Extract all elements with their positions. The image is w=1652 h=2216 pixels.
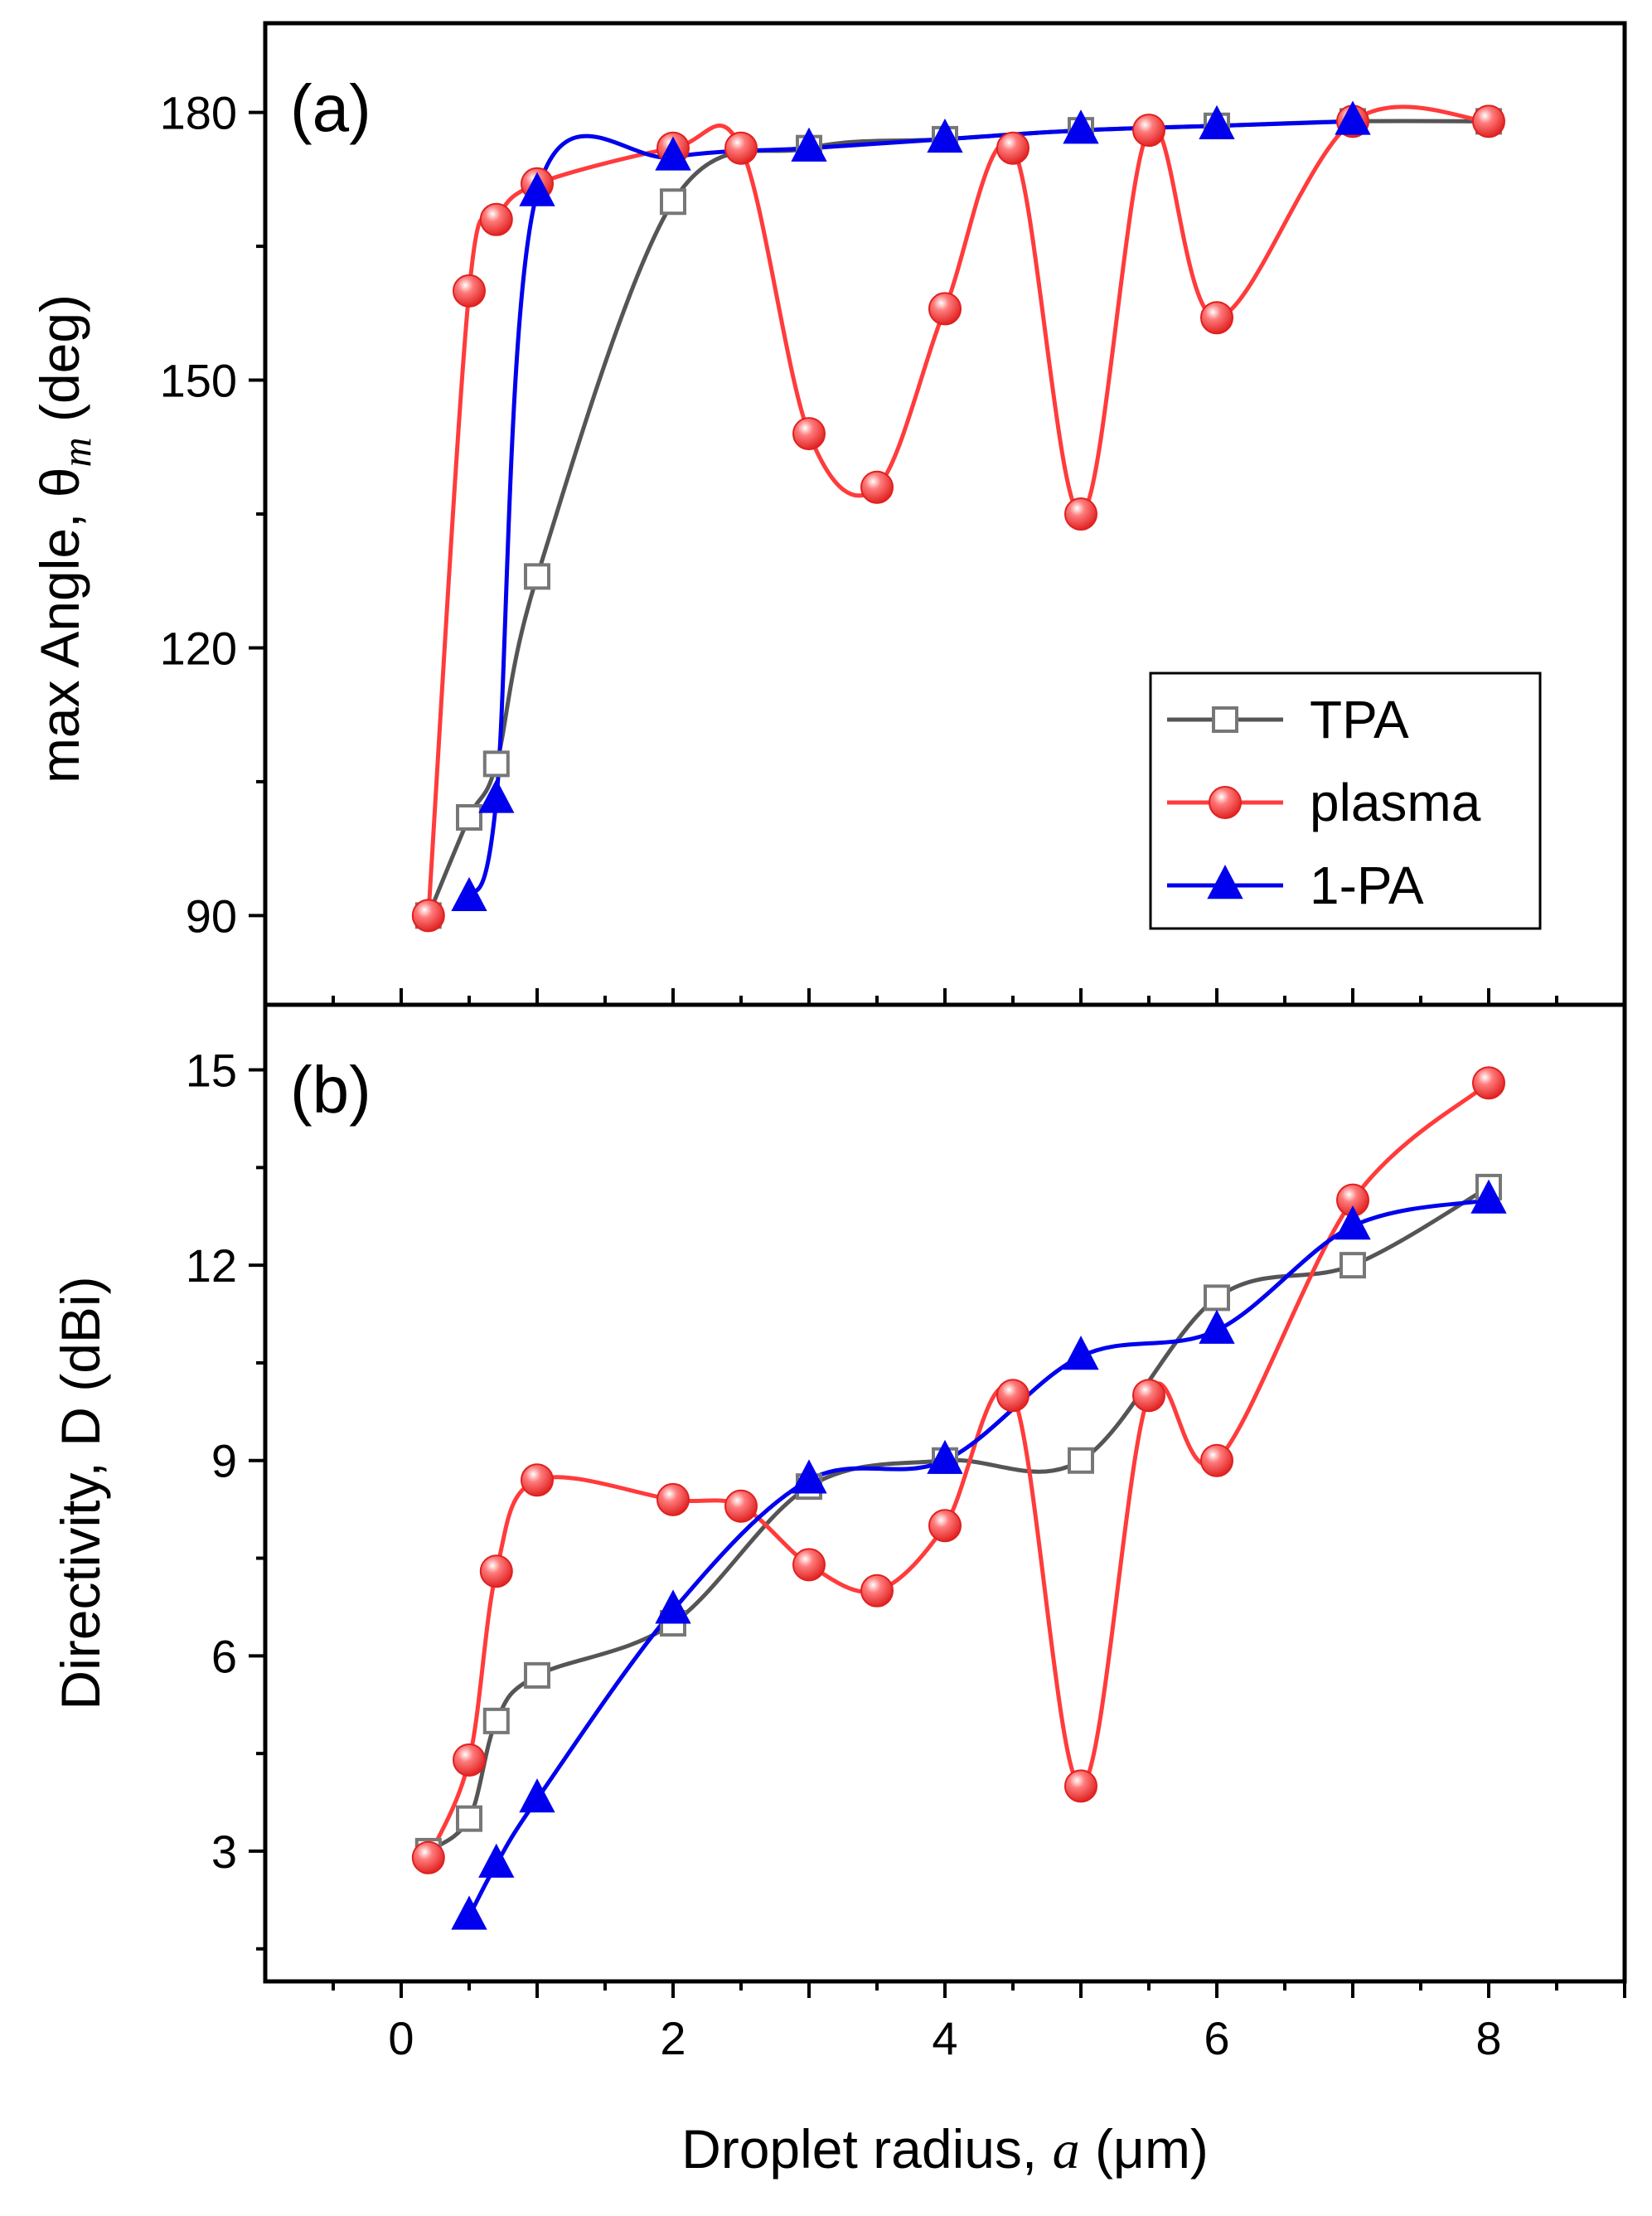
a-point-1-pa <box>791 127 827 162</box>
x-tick-label: 4 <box>932 2012 957 2064</box>
panel-a-y-axis-title: max Angle, θm (deg) <box>29 294 99 783</box>
a-point-plasma <box>724 131 758 165</box>
a-point-plasma <box>411 899 445 933</box>
b-point-1-pa <box>1199 1309 1235 1344</box>
panel-b-frame <box>263 1002 1627 1984</box>
b-y-tick-label: 12 <box>186 1239 237 1292</box>
b-y-tick-label: 9 <box>211 1435 237 1487</box>
x-axis-ticks: 0 2 4 6 8 <box>332 988 1626 2064</box>
legend-label-1-pa: 1-PA <box>1310 856 1424 915</box>
legend-marker-plasma <box>1209 786 1242 819</box>
a-point-tpa <box>482 750 510 778</box>
a-point-plasma <box>996 131 1029 165</box>
b-point-plasma <box>724 1489 758 1523</box>
b-point-plasma <box>1132 1379 1165 1413</box>
b-point-plasma <box>479 1554 513 1588</box>
b-point-1-pa <box>519 1778 555 1813</box>
a-point-1-pa <box>927 118 963 153</box>
a-point-tpa <box>456 803 482 831</box>
b-point-tpa <box>1068 1447 1094 1474</box>
a-point-tpa <box>660 188 686 216</box>
x-axis-title-suffix: (μm) <box>1080 2118 1209 2180</box>
x-tick-label: 6 <box>1204 2012 1229 2064</box>
a-point-plasma <box>479 202 513 236</box>
x-axis-title-prefix: Droplet radius, <box>681 2118 1053 2180</box>
x-axis-title-variable: a <box>1053 2120 1080 2180</box>
a-point-plasma <box>1200 301 1233 335</box>
b-y-tick-label: 6 <box>211 1630 237 1682</box>
b-point-plasma <box>656 1482 690 1516</box>
b-point-plasma <box>1064 1769 1097 1803</box>
panel-a-y-axis-title-suffix: (deg) <box>29 294 90 437</box>
b-point-plasma <box>996 1379 1029 1413</box>
b-point-plasma <box>521 1463 554 1497</box>
b-point-plasma <box>453 1743 486 1777</box>
b-point-tpa <box>482 1707 510 1734</box>
b-y-tick-label: 15 <box>186 1045 237 1097</box>
b-point-plasma <box>792 1548 826 1582</box>
panel-a-y-axis-title-subscript: m <box>53 437 99 467</box>
b-point-1-pa <box>1063 1336 1099 1370</box>
legend-label-tpa: TPA <box>1310 690 1409 749</box>
x-tick-label: 0 <box>388 2012 414 2064</box>
panel-a-markers <box>411 100 1505 933</box>
a-y-tick-label: 150 <box>160 355 237 407</box>
panel-a-label: (a) <box>290 71 371 145</box>
panel-b-label: (b) <box>290 1053 371 1127</box>
a-point-1-pa <box>451 876 487 912</box>
b-point-1-pa <box>478 1843 515 1878</box>
b-point-tpa <box>1340 1252 1366 1279</box>
b-point-plasma <box>411 1840 445 1874</box>
a-point-plasma <box>928 292 962 326</box>
a-point-1-pa <box>1199 104 1235 139</box>
a-point-plasma <box>1132 114 1165 148</box>
a-point-1-pa <box>478 778 515 813</box>
a-point-1-pa <box>655 136 691 171</box>
a-point-1-pa <box>1335 100 1371 135</box>
b-point-tpa <box>1204 1284 1230 1312</box>
b-point-plasma <box>1472 1066 1505 1100</box>
b-point-tpa <box>524 1661 550 1689</box>
a-point-plasma <box>453 274 486 308</box>
b-point-plasma <box>928 1509 962 1543</box>
a-y-tick-label: 120 <box>160 622 237 674</box>
a-point-plasma <box>792 417 826 451</box>
panel-b-y-axis-title: Directivity, D (dBi) <box>50 1276 111 1709</box>
b-point-1-pa <box>451 1895 487 1930</box>
b-point-1-pa <box>1470 1179 1507 1214</box>
b-point-1-pa <box>1335 1205 1371 1240</box>
x-tick-label: 8 <box>1475 2012 1501 2064</box>
legend-label-plasma: plasma <box>1310 773 1481 832</box>
panel-b-markers <box>411 1066 1507 1930</box>
b-point-1-pa <box>791 1459 827 1494</box>
b-point-1-pa <box>927 1439 963 1474</box>
panel-b: 3 6 9 12 15 0 2 4 6 8 (b) Directivity, D (dBi) D… <box>50 988 1627 2180</box>
a-point-plasma <box>1064 497 1097 531</box>
panel-b-curves <box>426 1081 1490 1918</box>
b-point-plasma <box>860 1574 894 1607</box>
panel-a-y-ticks: 90 120 150 180 <box>160 87 265 942</box>
x-tick-label: 2 <box>660 2012 686 2064</box>
legend: TPA plasma 1-PA <box>1149 672 1542 930</box>
panel-b-y-ticks: 3 6 9 12 15 <box>186 1045 265 1951</box>
b-point-plasma <box>1200 1443 1233 1477</box>
x-axis-title: Droplet radius, a (μm) <box>681 2118 1209 2180</box>
legend-marker-1-pa <box>1207 865 1243 899</box>
a-y-tick-label: 90 <box>186 890 237 942</box>
panel-a: 90 120 150 180 (a) max Angle, θm (deg) TPA p… <box>29 21 1627 1007</box>
a-point-plasma <box>860 470 894 504</box>
b-line-1-pa <box>467 1198 1490 1918</box>
panel-a-y-axis-title-prefix: max Angle, θ <box>29 467 90 783</box>
a-point-1-pa <box>1063 109 1099 144</box>
b-point-1-pa <box>655 1589 691 1624</box>
b-point-tpa <box>456 1805 482 1832</box>
a-y-tick-label: 180 <box>160 87 237 139</box>
b-y-tick-label: 3 <box>211 1826 237 1878</box>
a-point-tpa <box>524 563 550 590</box>
a-point-plasma <box>1472 104 1505 138</box>
legend-marker-tpa <box>1212 706 1238 733</box>
a-point-1-pa <box>519 172 555 206</box>
